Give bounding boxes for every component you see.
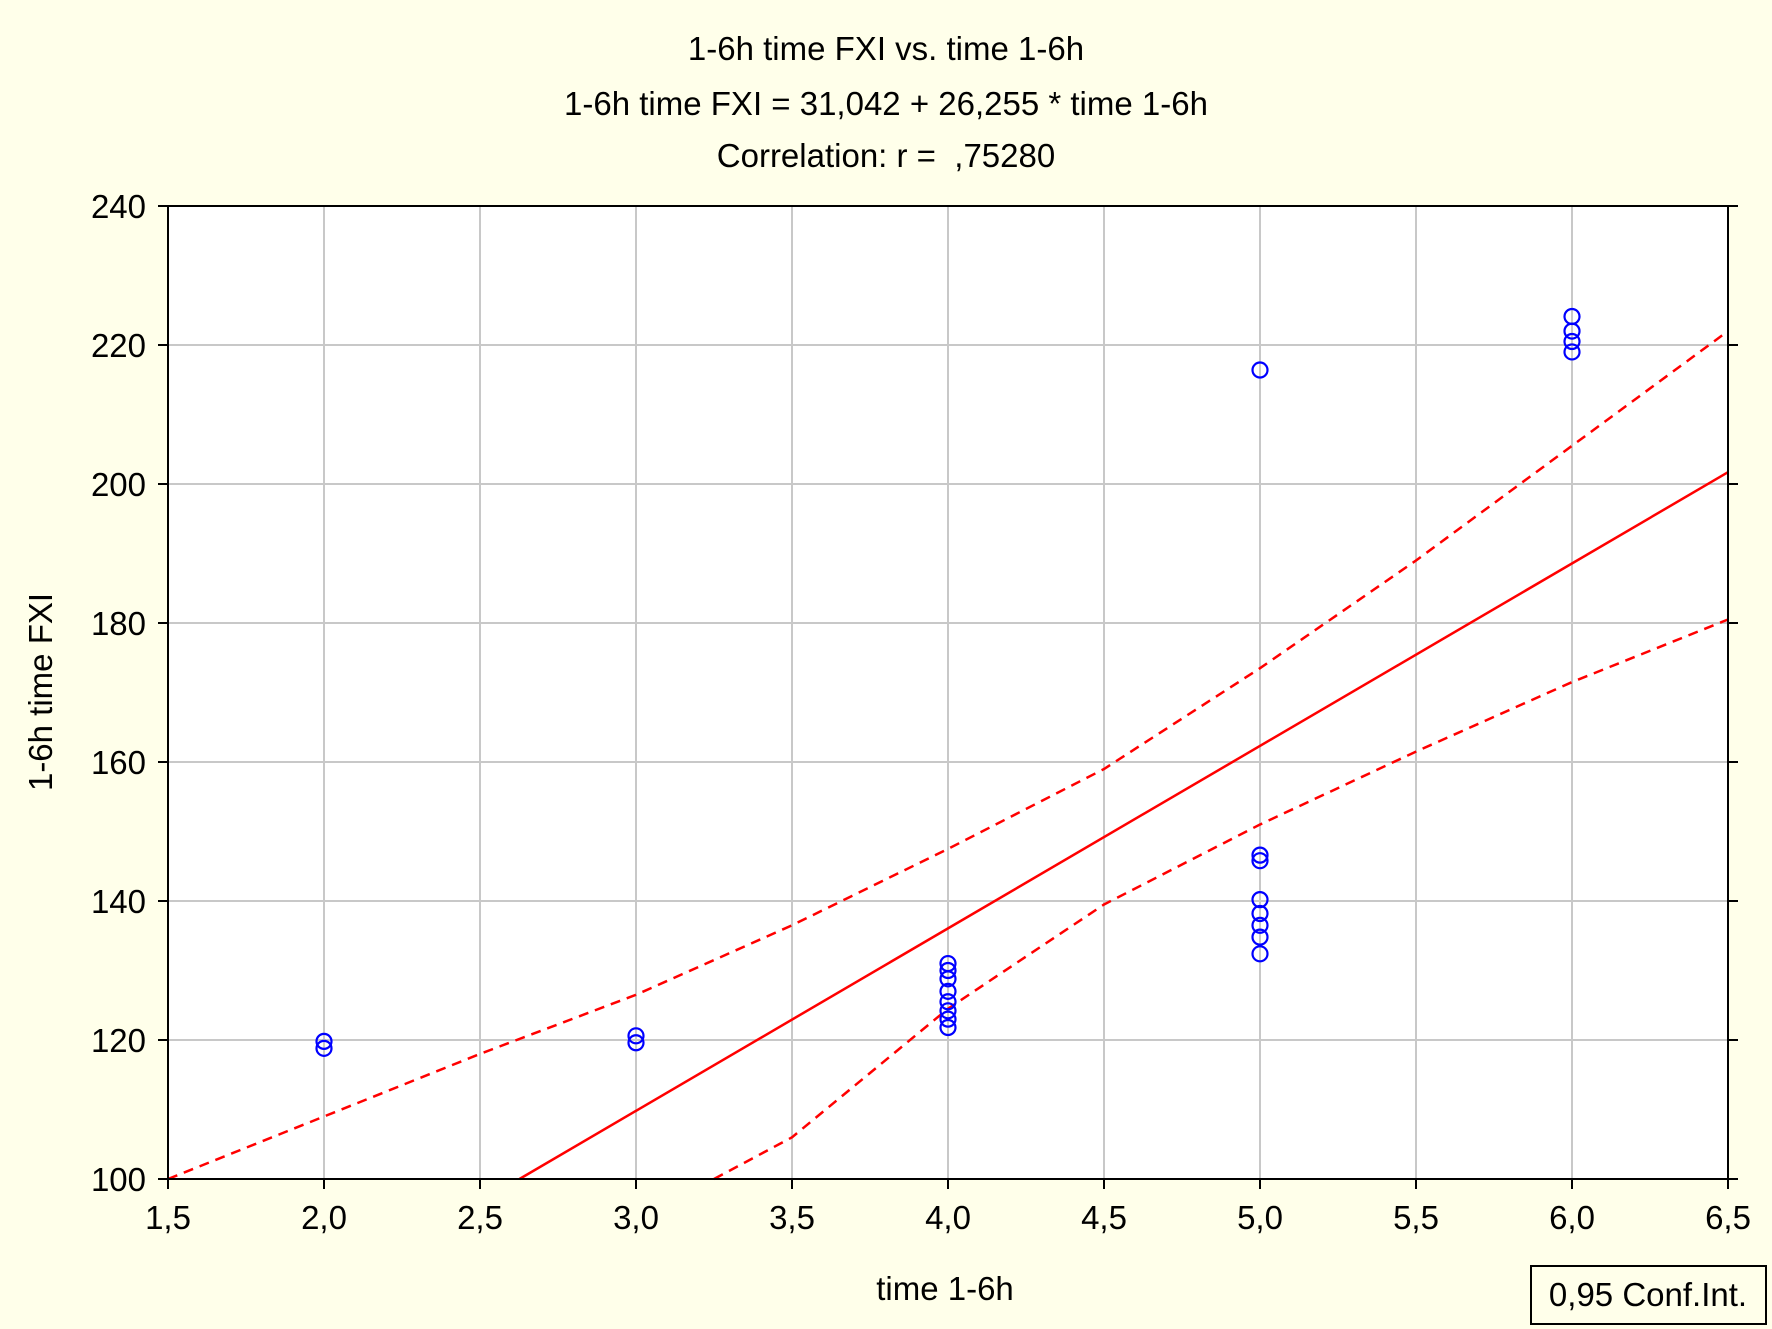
y-tick-label: 100 — [91, 1161, 146, 1198]
x-tick-label: 6,0 — [1549, 1199, 1595, 1236]
data-point — [1251, 846, 1269, 864]
x-tick-label: 2,5 — [457, 1199, 503, 1236]
x-tick-label: 4,0 — [925, 1199, 971, 1236]
ci-lower-path — [713, 618, 1729, 1181]
ci-upper-path — [167, 330, 1729, 1181]
x-tick-label: 1,5 — [145, 1199, 191, 1236]
data-point — [315, 1032, 333, 1050]
data-point — [1251, 916, 1269, 934]
legend-frame — [1530, 1265, 1767, 1325]
data-points — [315, 307, 1581, 1057]
data-point — [627, 1034, 645, 1052]
x-axis-label: time 1-6h — [876, 1270, 1014, 1307]
y-tick-label: 240 — [91, 188, 146, 225]
y-tick-label: 220 — [91, 327, 146, 364]
correlation-annotation: Correlation: r = ,75280 — [717, 137, 1055, 174]
data-point — [939, 993, 957, 1011]
data-point — [1563, 332, 1581, 351]
grid-lines — [168, 206, 1728, 1179]
legend-label: 0,95 Conf.Int. — [1549, 1276, 1747, 1313]
chart-subtitle: 1-6h time FXI = 31,042 + 26,255 * time 1… — [564, 85, 1208, 122]
legend-box: 0,95 Conf.Int. — [1530, 1265, 1767, 1325]
data-point — [315, 1039, 333, 1057]
ci-lower-line — [713, 618, 1729, 1181]
x-tick-label: 5,0 — [1237, 1199, 1283, 1236]
data-point — [1563, 307, 1581, 326]
y-tick-label: 140 — [91, 883, 146, 920]
data-point — [1251, 361, 1269, 379]
y-axis-label: 1-6h time FXI — [22, 593, 59, 791]
x-tick-label: 3,5 — [769, 1199, 815, 1236]
x-tick-label: 3,0 — [613, 1199, 659, 1236]
x-axis-ticks: 1,5 2,0 2,5 3,0 3,5 4,0 4,5 5,0 5,5 6,0 6,5 — [145, 1179, 1751, 1236]
data-point — [1251, 945, 1269, 963]
x-tick-label: 2,0 — [301, 1199, 347, 1236]
y-axis-ticks: 100 120 140 160 180 200 220 240 — [91, 188, 1738, 1198]
ci-upper-line — [167, 330, 1729, 1181]
data-point — [939, 1010, 957, 1028]
data-point — [939, 954, 957, 973]
y-tick-label: 160 — [91, 744, 146, 781]
data-point — [1251, 852, 1269, 870]
y-tick-label: 200 — [91, 466, 146, 503]
x-tick-label: 5,5 — [1393, 1199, 1439, 1236]
data-point — [627, 1027, 645, 1045]
data-point — [1251, 928, 1269, 946]
x-tick-label: 4,5 — [1081, 1199, 1127, 1236]
data-point — [1563, 343, 1581, 361]
x-tick-label: 6,5 — [1705, 1199, 1751, 1236]
regression-line — [518, 471, 1729, 1181]
data-point — [939, 1018, 957, 1037]
data-point — [939, 961, 957, 980]
data-point — [939, 1002, 957, 1020]
regression-path — [518, 471, 1729, 1181]
chart-title: 1-6h time FXI vs. time 1-6h — [688, 30, 1084, 67]
data-point — [939, 982, 957, 1000]
data-point — [1251, 891, 1269, 909]
y-tick-label: 180 — [91, 605, 146, 642]
y-tick-label: 120 — [91, 1022, 146, 1059]
